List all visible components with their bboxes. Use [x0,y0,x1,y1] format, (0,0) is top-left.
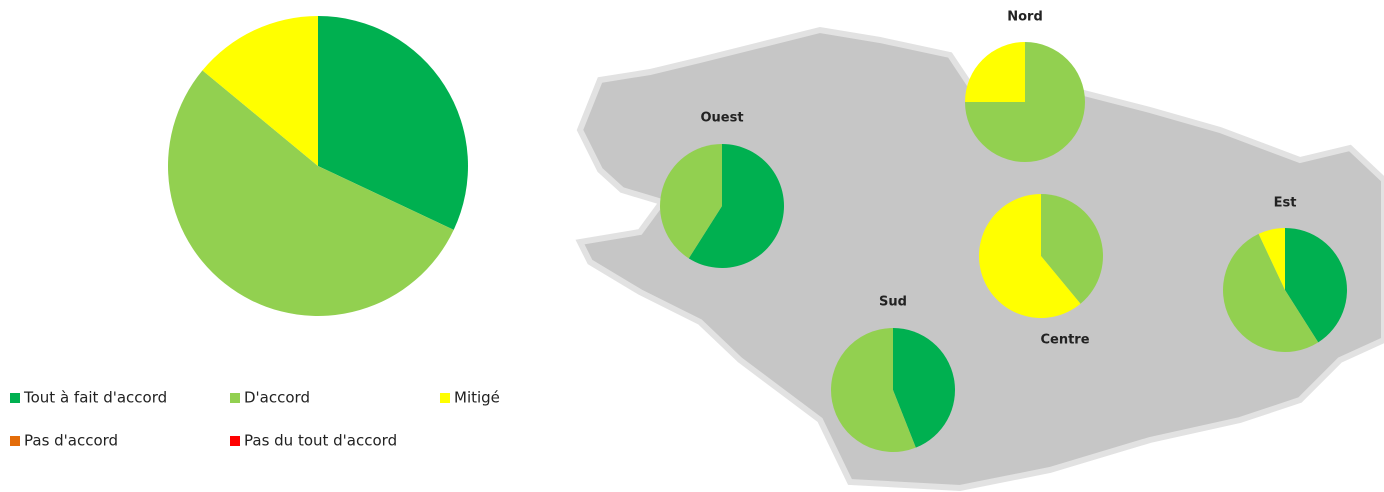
pie-slice [1285,228,1347,343]
pie-slice [168,70,454,316]
legend-label: Tout à fait d'accord [23,389,167,407]
region-label: Ouest [700,111,743,126]
legend-swatch [230,393,240,403]
region-label: Centre [1040,333,1089,348]
pie-slice [978,194,1081,319]
pie-slice [965,42,1025,102]
legend-swatch [230,436,240,446]
pie-slice [318,16,468,230]
pie-slice [1041,194,1103,304]
legend-label: Mitigé [454,389,500,407]
region-label: Sud [879,295,907,310]
pie-slice [1223,233,1319,352]
legend-swatch [440,393,450,403]
legend-swatch [10,393,20,403]
pie-slice [831,328,916,452]
legend-swatch [10,436,20,446]
pie-slice [202,16,318,166]
pie-slice [659,144,722,259]
pie-slice [688,144,784,268]
pie-slice [893,327,956,448]
pie-slice [1258,228,1285,290]
region-label: Nord [1007,10,1043,25]
region-label: Est [1274,196,1297,211]
legend-label: Pas d'accord [24,432,118,450]
legend-label: Pas du tout d'accord [244,432,397,450]
legend-label: D'accord [244,389,310,407]
